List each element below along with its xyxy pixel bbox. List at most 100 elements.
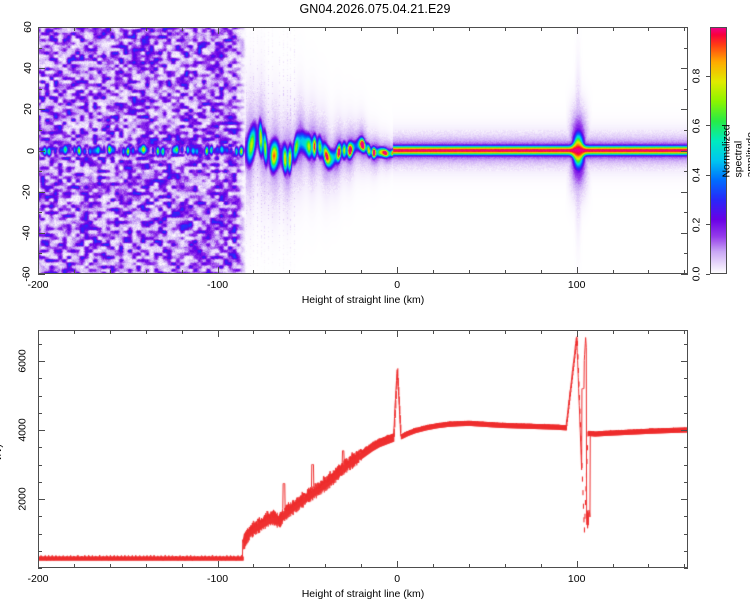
x-minor-tick (181, 270, 183, 274)
colorbar-frame (710, 27, 727, 274)
spectrogram-xlabel: Height of straight line (km) (301, 294, 425, 306)
x-major-tick (576, 330, 578, 337)
x-tick-label: 0 (394, 279, 401, 291)
y-major-tick (681, 191, 688, 193)
x-minor-tick (433, 27, 435, 31)
x-minor-tick (253, 564, 255, 568)
x-minor-tick (504, 27, 506, 31)
y-minor-tick (38, 464, 42, 466)
y-major-tick (681, 27, 688, 28)
y-minor-tick (38, 129, 42, 131)
x-minor-tick (612, 564, 614, 568)
y-minor-tick (38, 171, 42, 173)
x-minor-tick (145, 330, 147, 334)
y-minor-tick (684, 550, 688, 552)
x-minor-tick (253, 27, 255, 31)
y-minor-tick (38, 378, 42, 380)
y-major-tick (38, 109, 45, 111)
x-minor-tick (468, 564, 470, 568)
y-minor-tick (684, 481, 688, 483)
y-minor-tick (38, 516, 42, 518)
x-minor-tick (325, 270, 327, 274)
y-minor-tick (38, 481, 42, 483)
x-minor-tick (648, 270, 650, 274)
x-tick-label: 100 (567, 279, 586, 291)
x-major-tick (38, 330, 39, 337)
x-minor-tick (684, 564, 686, 568)
colorbar-gradient (710, 27, 727, 274)
x-minor-tick (145, 27, 147, 31)
y-minor-tick (684, 88, 688, 90)
y-major-tick (681, 68, 688, 70)
y-major-tick (38, 27, 45, 28)
x-major-tick (217, 330, 219, 337)
y-major-tick (681, 232, 688, 234)
x-major-tick (397, 561, 399, 568)
x-minor-tick (361, 330, 363, 334)
x-minor-tick (433, 270, 435, 274)
y-major-tick (38, 232, 45, 234)
y-tick-label-wrap: 4000 (8, 413, 34, 447)
y-major-tick (38, 430, 45, 432)
y-minor-tick (684, 129, 688, 131)
x-minor-tick (325, 564, 327, 568)
y-major-tick (681, 499, 688, 500)
x-major-tick (217, 267, 219, 274)
x-minor-tick (468, 330, 470, 334)
y-tick-label: 6000 (16, 349, 29, 373)
x-minor-tick (253, 270, 255, 274)
x-minor-tick (684, 27, 686, 31)
colorbar-tick (706, 75, 710, 77)
x-minor-tick (648, 27, 650, 31)
y-minor-tick (38, 412, 42, 414)
y-minor-tick (684, 516, 688, 518)
x-minor-tick (540, 564, 542, 568)
y-minor-tick (38, 47, 42, 49)
x-minor-tick (540, 270, 542, 274)
x-major-tick (38, 267, 39, 274)
x-minor-tick (181, 564, 183, 568)
figure-title: GN04.2026.075.04.21.E29 (299, 2, 451, 16)
x-minor-tick (468, 27, 470, 31)
y-minor-tick (684, 212, 688, 214)
y-minor-tick (684, 171, 688, 173)
colorbar (710, 27, 727, 274)
x-minor-tick (684, 270, 686, 274)
x-minor-tick (181, 330, 183, 334)
x-minor-tick (109, 564, 111, 568)
y-minor-tick (684, 412, 688, 414)
y-minor-tick (684, 253, 688, 255)
x-minor-tick (361, 27, 363, 31)
y-major-tick (681, 361, 688, 363)
y-minor-tick (38, 533, 42, 535)
x-minor-tick (325, 330, 327, 334)
x-minor-tick (109, 330, 111, 334)
x-minor-tick (540, 27, 542, 31)
y-major-tick (681, 150, 688, 152)
x-minor-tick (648, 330, 650, 334)
y-major-tick (38, 68, 45, 70)
x-minor-tick (612, 270, 614, 274)
x-minor-tick (181, 27, 183, 31)
x-tick-label: 100 (567, 573, 586, 585)
y-major-tick (38, 499, 45, 500)
x-minor-tick (504, 564, 506, 568)
y-minor-tick (38, 212, 42, 214)
x-major-tick (576, 561, 578, 568)
y-minor-tick (38, 550, 42, 552)
x-minor-tick (540, 330, 542, 334)
x-minor-tick (612, 27, 614, 31)
snr-ylabel: SNR (10 ³ v/v) (0, 444, 4, 461)
x-major-tick (397, 27, 399, 34)
y-minor-tick (38, 395, 42, 397)
x-major-tick (38, 27, 39, 34)
x-minor-tick (504, 330, 506, 334)
x-minor-tick (73, 330, 75, 334)
spectrogram-image (38, 27, 688, 274)
y-minor-tick (684, 533, 688, 535)
x-minor-tick (253, 330, 255, 334)
y-major-tick (38, 191, 45, 193)
x-minor-tick (612, 330, 614, 334)
